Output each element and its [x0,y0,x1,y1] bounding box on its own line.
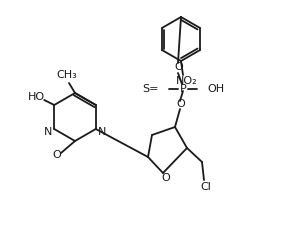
Text: N: N [98,127,106,137]
Text: O: O [52,150,62,160]
Text: Cl: Cl [201,182,212,192]
Text: O: O [177,99,185,109]
Text: HO: HO [28,92,45,102]
Text: O: O [162,173,170,183]
Text: N: N [44,127,52,137]
Text: NO₂: NO₂ [176,76,198,86]
Text: CH₃: CH₃ [57,70,77,80]
Text: P: P [180,84,186,94]
Text: OH: OH [207,84,224,94]
Text: S=: S= [142,84,159,94]
Text: O: O [175,62,183,72]
